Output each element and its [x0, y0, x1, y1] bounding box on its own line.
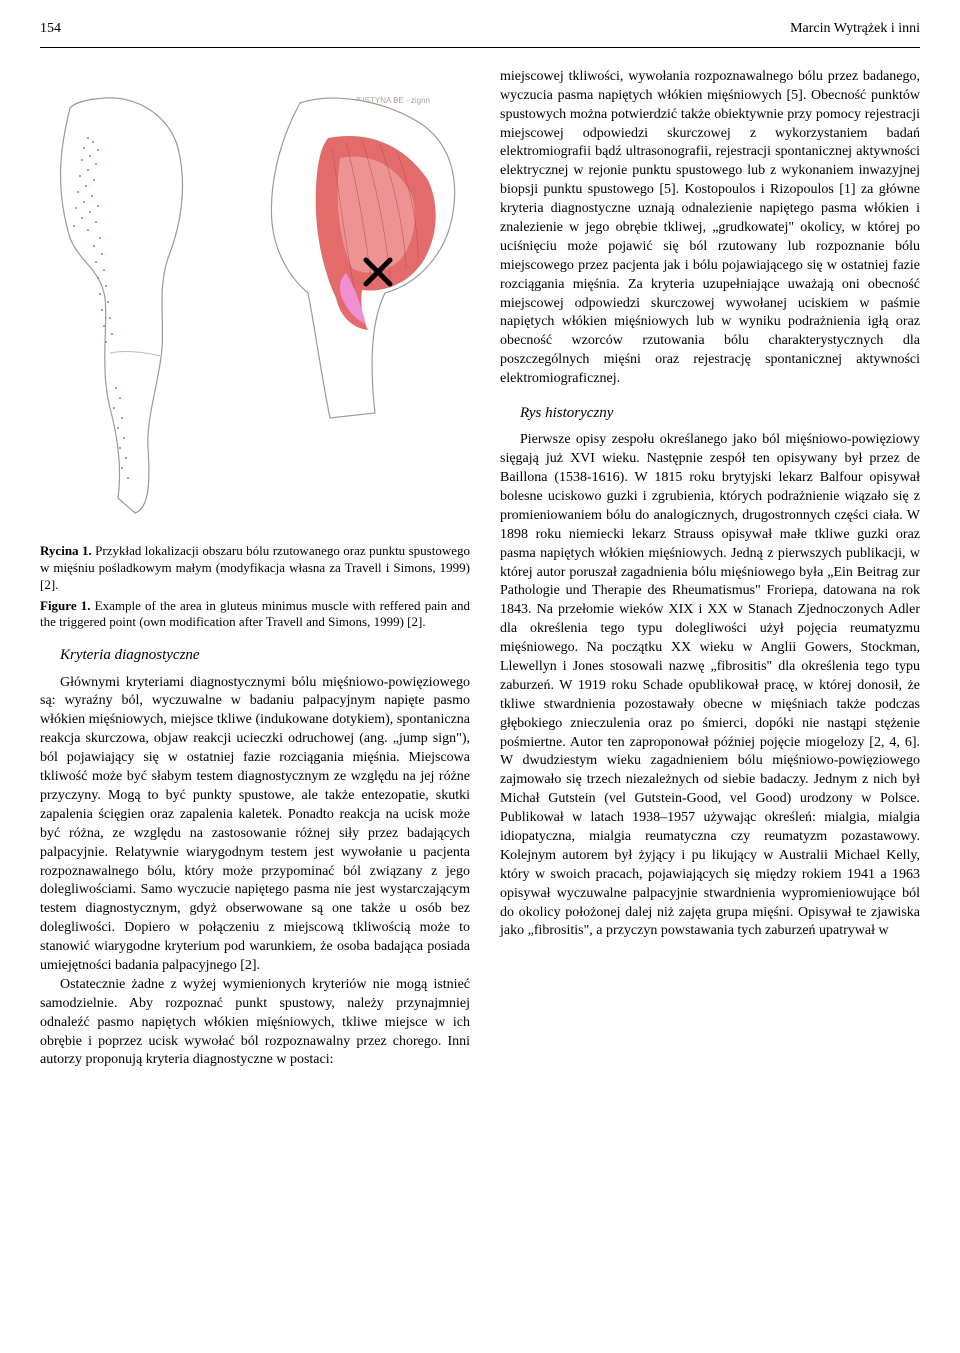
- caption-pl-text: Przykład lokalizacji obszaru bólu rzutow…: [40, 543, 470, 592]
- left-para-2: Ostatecznie żadne z wyżej wymienionych k…: [40, 976, 470, 1070]
- running-header: 154 Marcin Wytrążek i inni: [40, 20, 920, 39]
- running-title: Marcin Wytrążek i inni: [790, 20, 920, 39]
- anatomy-illustration: JUSTYNA BE - zignn: [40, 68, 470, 533]
- hip-muscle-view: [271, 98, 454, 418]
- page-number: 154: [40, 20, 61, 39]
- left-column: JUSTYNA BE - zignn: [40, 68, 470, 1070]
- left-para-1: Głównymi kryteriami diagnostycznymi bólu…: [40, 674, 470, 976]
- caption-en-text: Example of the area in gluteus minimus m…: [40, 598, 470, 630]
- two-column-layout: JUSTYNA BE - zignn: [40, 68, 920, 1070]
- caption-en-label: Figure 1.: [40, 598, 91, 613]
- right-para-1: miejscowej tkliwości, wywołania rozpozna…: [500, 68, 920, 389]
- caption-pl-label: Rycina 1.: [40, 543, 92, 558]
- leg-lateral-view: [61, 98, 183, 513]
- section-heading-rys: Rys historyczny: [520, 403, 920, 423]
- right-para-2: Pierwsze opisy zespołu określanego jako …: [500, 431, 920, 941]
- figure-1: JUSTYNA BE - zignn: [40, 68, 470, 533]
- header-rule: [40, 47, 920, 48]
- figure-caption: Rycina 1. Przykład lokalizacji obszaru b…: [40, 543, 470, 631]
- section-heading-kryteria: Kryteria diagnostyczne: [60, 645, 470, 665]
- right-column: miejscowej tkliwości, wywołania rozpozna…: [500, 68, 920, 1070]
